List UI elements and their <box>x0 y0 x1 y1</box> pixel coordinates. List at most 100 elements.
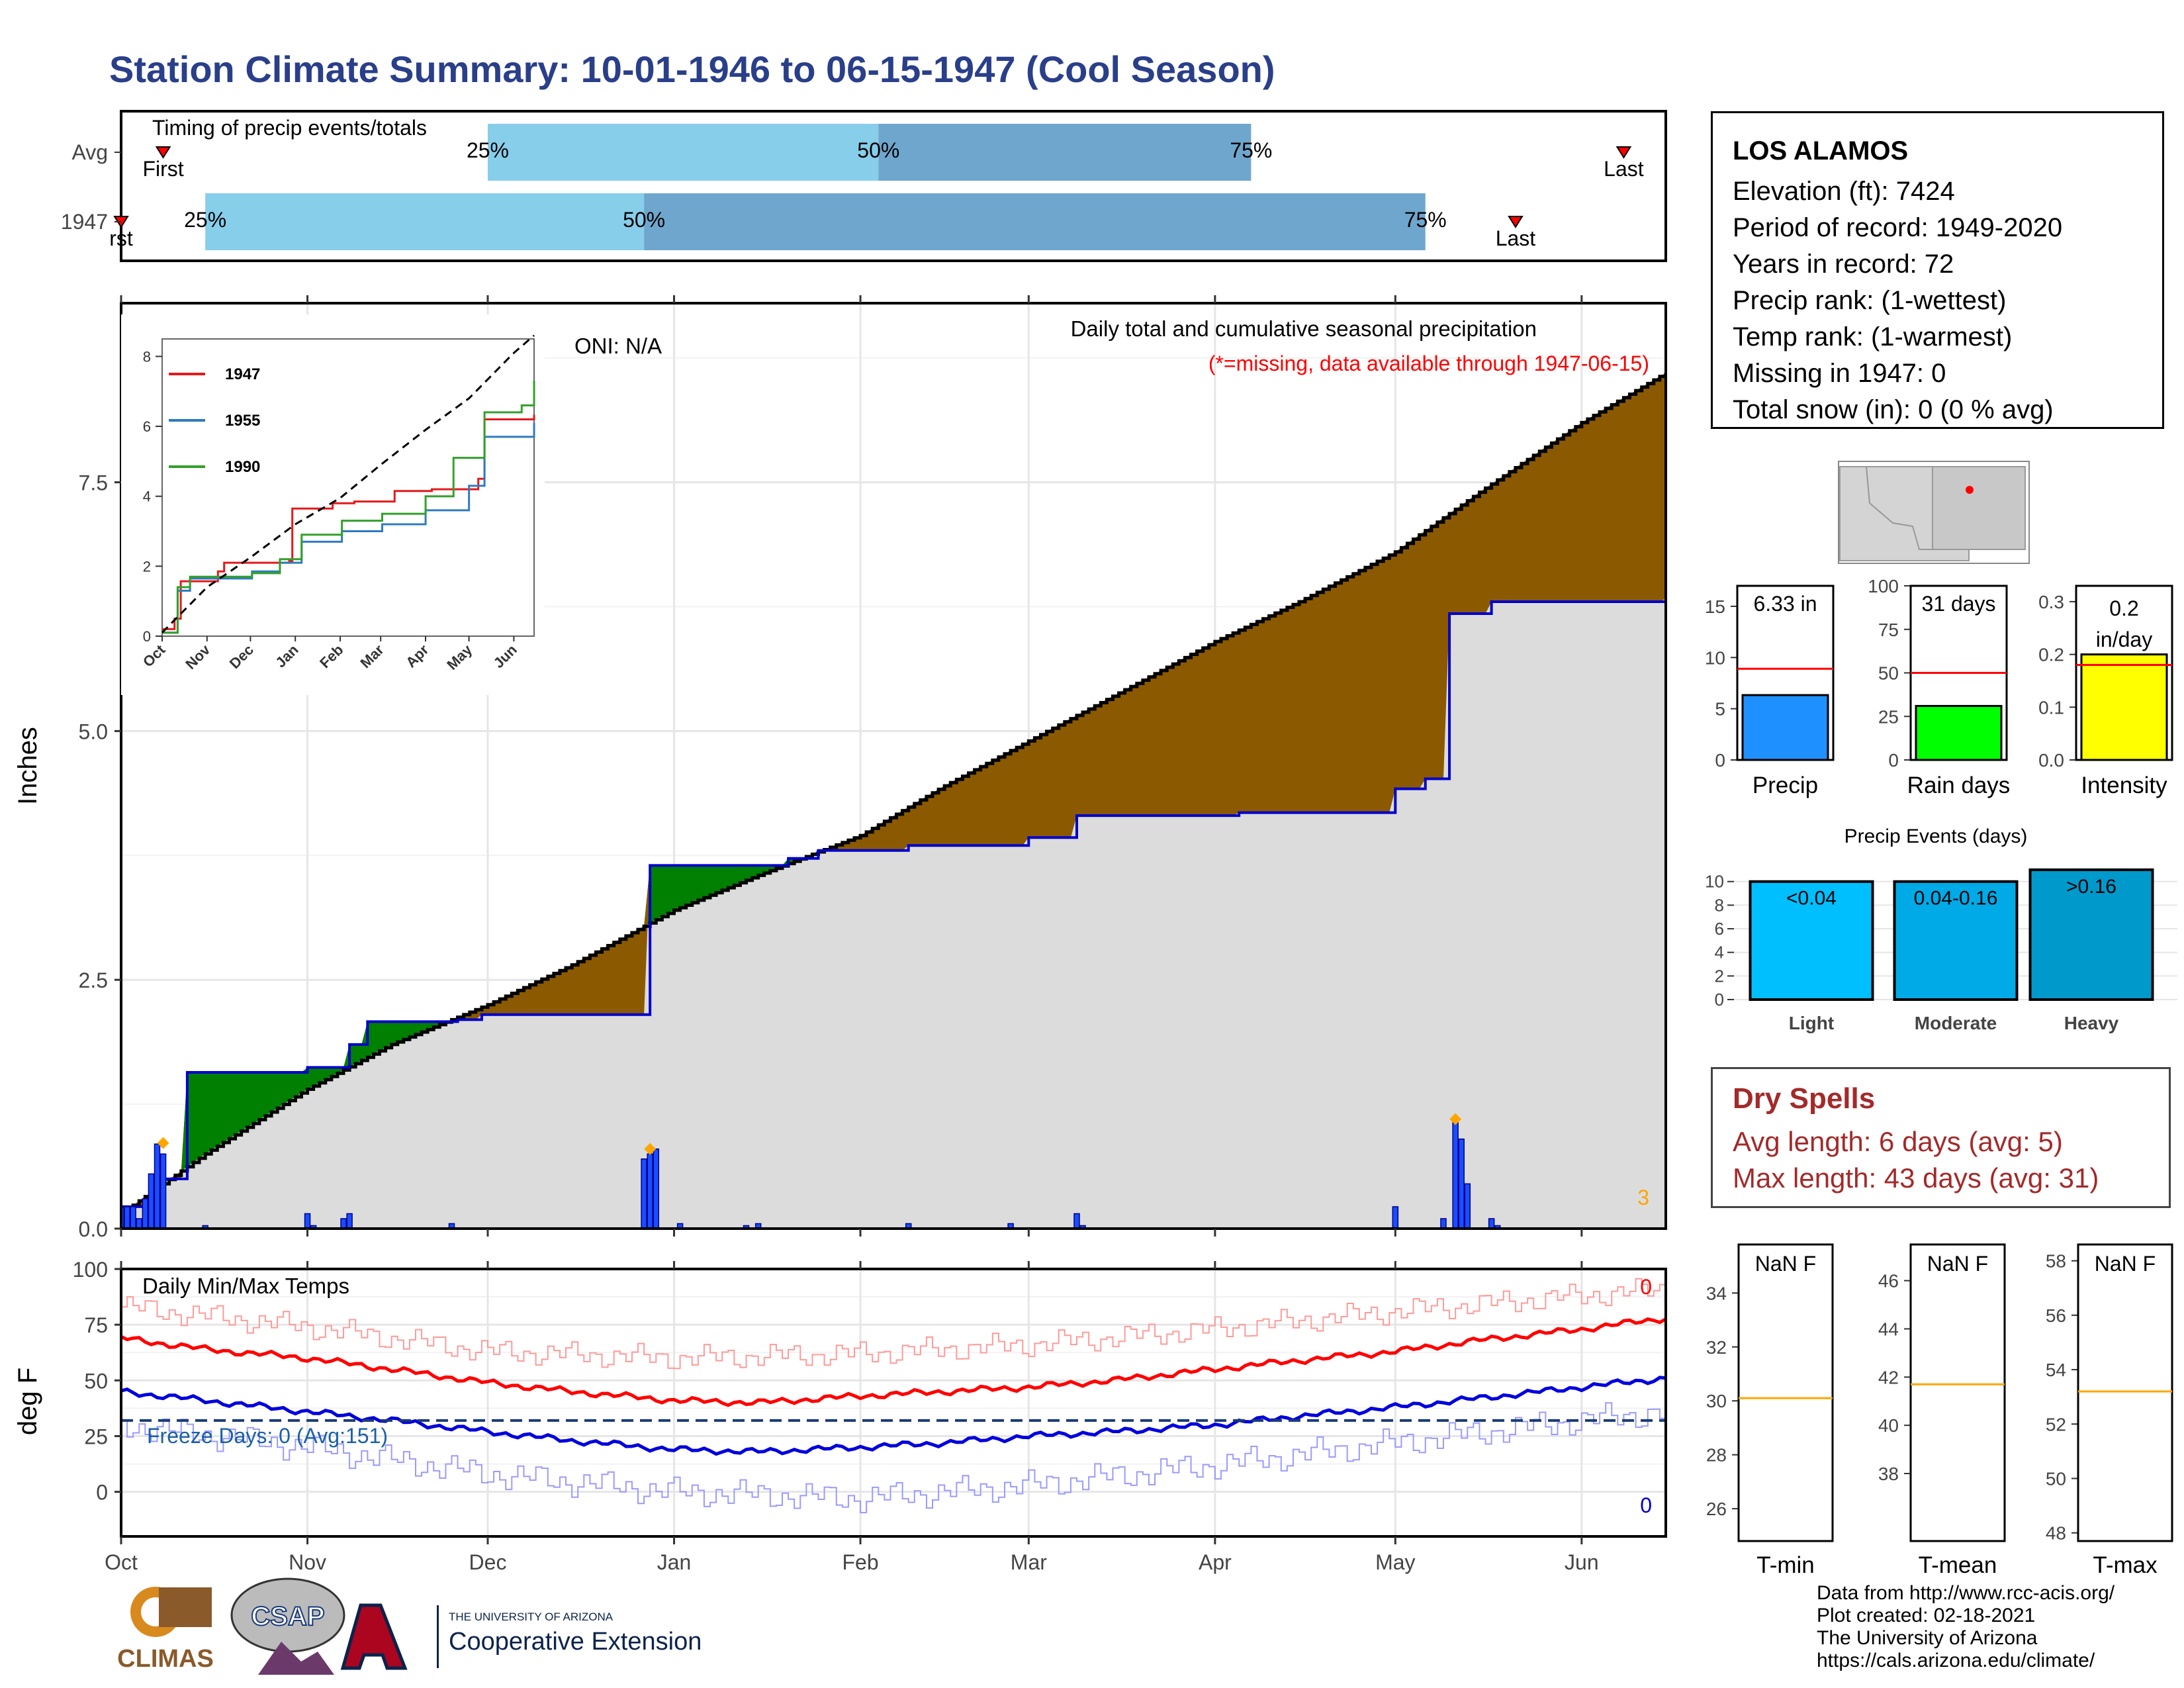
station-line: Total snow (in): 0 (0 % avg) <box>1733 395 2054 424</box>
tmax-avg-line <box>121 1317 1666 1407</box>
max-day-marker <box>1449 1113 1462 1125</box>
climas-logo: CLIMAS <box>117 1587 214 1673</box>
ua-big-text: Cooperative Extension <box>449 1628 702 1656</box>
csap-logo: CSAP <box>230 1577 345 1675</box>
timing-bar-q2 <box>878 124 1251 181</box>
daily-precip-bar <box>142 1198 149 1229</box>
pct-label: 50% <box>623 208 665 232</box>
summary-y-label: 75 <box>1878 620 1899 640</box>
daily-precip-bar <box>304 1213 311 1229</box>
events-y-label: 0 <box>1715 990 1724 1009</box>
daily-precip-bar <box>1079 1225 1086 1229</box>
daily-precip-bar <box>743 1225 750 1229</box>
temp-panel-tick-label: 58 <box>2046 1251 2066 1272</box>
temp-panel-value: NaN F <box>1927 1252 1988 1276</box>
daily-precip-bar <box>1392 1206 1399 1229</box>
temp-x-tick-label: Jan <box>657 1550 692 1574</box>
pct-label: 25% <box>467 138 509 162</box>
timing-bar-q2 <box>644 193 1426 250</box>
temp-y-tick-label: 25 <box>84 1425 108 1449</box>
daily-precip-bar <box>202 1225 208 1229</box>
temp-panel-tick-label: 42 <box>1878 1367 1899 1387</box>
daily-precip-bar <box>130 1206 136 1229</box>
daily-precip-bar <box>641 1158 647 1229</box>
inset-average-line <box>161 334 535 633</box>
temp-panel-tick-label: 32 <box>1706 1337 1727 1358</box>
temp-panel-tick-label: 50 <box>2046 1468 2066 1489</box>
summary-value-bar <box>1741 694 1829 761</box>
inset-series-line <box>162 381 535 634</box>
daily-precip-bar <box>1494 1225 1501 1229</box>
daily-precip-bar <box>1452 1120 1459 1229</box>
max-day-marker <box>644 1143 657 1155</box>
events-x-label: Moderate <box>1915 1013 1997 1033</box>
temp-y-tick-label: 75 <box>84 1313 108 1337</box>
temperature-summary-panels: 26 28 30 32 34 NaN F T-min 38 40 42 44 46 NaN F T-mea… <box>1706 1243 2173 1578</box>
daily-precip-bar <box>905 1223 912 1229</box>
dry-spells-title: Dry Spells <box>1733 1082 1876 1115</box>
pct-label: 75% <box>1404 208 1447 232</box>
observed-cumulative-line <box>121 598 1666 1208</box>
summary-value-bar <box>1915 704 2003 761</box>
page-title: Station Climate Summary: 10-01-1946 to 0… <box>109 48 1275 90</box>
precip-events-chart: Precip Events (days) 0 2 4 6 8 10 <0.04 Light 0.… <box>1705 825 2177 1033</box>
summary-y-label: 0.0 <box>2038 750 2064 771</box>
last-label: Last <box>1496 226 1536 250</box>
events-bar-label: <0.04 <box>1786 888 1837 910</box>
tmin-record-line <box>121 1402 1666 1514</box>
inset-legend-label: 1990 <box>225 458 260 476</box>
daily-precip-bar <box>1458 1138 1465 1229</box>
events-bar-label: >0.16 <box>2066 876 2116 898</box>
summary-y-label: 15 <box>1705 596 1725 617</box>
events-bar <box>1893 880 2019 1001</box>
temp-panel-tick-label: 54 <box>2046 1360 2066 1380</box>
events-x-label: Light <box>1789 1013 1834 1033</box>
summary-y-label: 10 <box>1705 647 1725 668</box>
summary-y-label: 25 <box>1878 706 1899 727</box>
summary-value-unit: in/day <box>2096 628 2152 651</box>
avg-cumulative-line <box>121 373 1666 1215</box>
temp-panel-tick-label: 26 <box>1706 1499 1727 1519</box>
tmax-record-line <box>121 1278 1666 1370</box>
pct-label: 25% <box>184 208 226 232</box>
daily-precip-bar <box>340 1218 347 1229</box>
inset-series-line <box>162 414 535 630</box>
footer-line: The University of Arizona <box>1817 1627 2038 1649</box>
summary-y-label: 0.2 <box>2038 645 2064 665</box>
temp-panel-tick-label: 34 <box>1706 1283 1727 1303</box>
temp-panel-frame <box>1737 1243 1834 1542</box>
footer-line: Data from http://www.rcc-acis.org/ <box>1817 1582 2115 1604</box>
daily-precip-bar <box>1488 1218 1495 1229</box>
temp-y-tick-label: 100 <box>73 1258 108 1282</box>
summary-bar-panels: 0 5 10 15 6.33 in Precip 0 25 50 75 100 31 days Rain… <box>1705 576 2173 798</box>
temp-panel-name: T-min <box>1756 1552 1815 1578</box>
temp-y-tick-label: 0 <box>96 1481 108 1505</box>
daily-precip-bar <box>754 1223 762 1229</box>
y-axis-label: Inches <box>13 727 42 805</box>
summary-value-label: 31 days <box>1921 592 1995 616</box>
first-event-marker <box>155 146 171 159</box>
footer-credits: Data from http://www.rcc-acis.org/ Plot … <box>1817 1582 2115 1672</box>
y-tick-label: 5.0 <box>79 720 108 743</box>
station-line: Years in record: 72 <box>1733 250 1954 279</box>
daily-precip-bar <box>1440 1218 1447 1229</box>
annotation-title: Daily total and cumulative seasonal prec… <box>1071 316 1537 341</box>
last-label: Last <box>1604 157 1644 181</box>
summary-value-bar <box>2080 653 2168 761</box>
temp-panel-name: T-max <box>2093 1552 2158 1578</box>
temp-x-tick-label: Oct <box>105 1550 138 1574</box>
temp-panel-tick-label: 28 <box>1706 1445 1727 1466</box>
summary-value-label: 0.2 <box>2109 596 2138 620</box>
summary-y-label: 0 <box>1888 750 1899 771</box>
station-info-box: LOS ALAMOS Elevation (ft): 7424 Period o… <box>1711 111 2164 429</box>
temp-y-tick-label: 50 <box>84 1369 108 1393</box>
temp-panel-frame <box>1909 1243 2006 1542</box>
station-marker <box>1966 486 1974 494</box>
daily-precip-bar <box>136 1218 142 1229</box>
events-y-label: 8 <box>1715 895 1724 915</box>
events-x-label: Heavy <box>2064 1013 2119 1033</box>
precip-chart: 0.0 2.5 5.0 7.5 Daily total and cumulative … <box>13 295 1667 1241</box>
station-line: Missing in 1947: 0 <box>1733 359 1946 388</box>
below-average-area <box>121 373 1666 1214</box>
